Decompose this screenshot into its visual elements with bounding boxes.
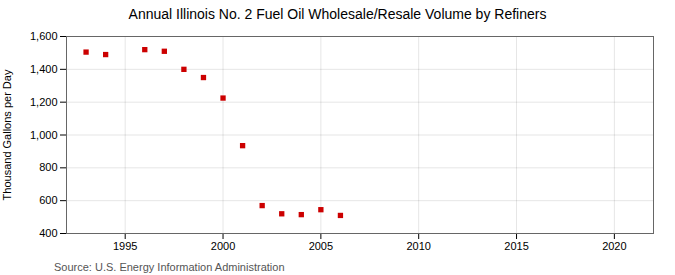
html-text:Source: U.S. Energy Informatio: Source: U.S. Energy Information Administ…	[54, 261, 285, 273]
svg-text:2000: 2000	[211, 240, 235, 252]
svg-text:800: 800	[39, 161, 57, 173]
svg-text:Thousand Gallons per Day: Thousand Gallons per Day	[1, 69, 13, 200]
svg-text:1995: 1995	[113, 240, 137, 252]
svg-text:1,400: 1,400	[30, 63, 58, 75]
svg-text:2005: 2005	[309, 240, 333, 252]
svg-text:2015: 2015	[504, 240, 528, 252]
svg-text:2020: 2020	[602, 240, 626, 252]
svg-text:1,000: 1,000	[30, 129, 58, 141]
svg-text:400: 400	[39, 227, 57, 239]
svg-text:600: 600	[39, 194, 57, 206]
html-text:Annual Illinois No. 2 Fuel Oil: Annual Illinois No. 2 Fuel Oil Wholesale…	[128, 6, 547, 22]
svg-text:2010: 2010	[406, 240, 430, 252]
svg-text:1,600: 1,600	[30, 30, 58, 42]
svg-text:1,200: 1,200	[30, 96, 58, 108]
